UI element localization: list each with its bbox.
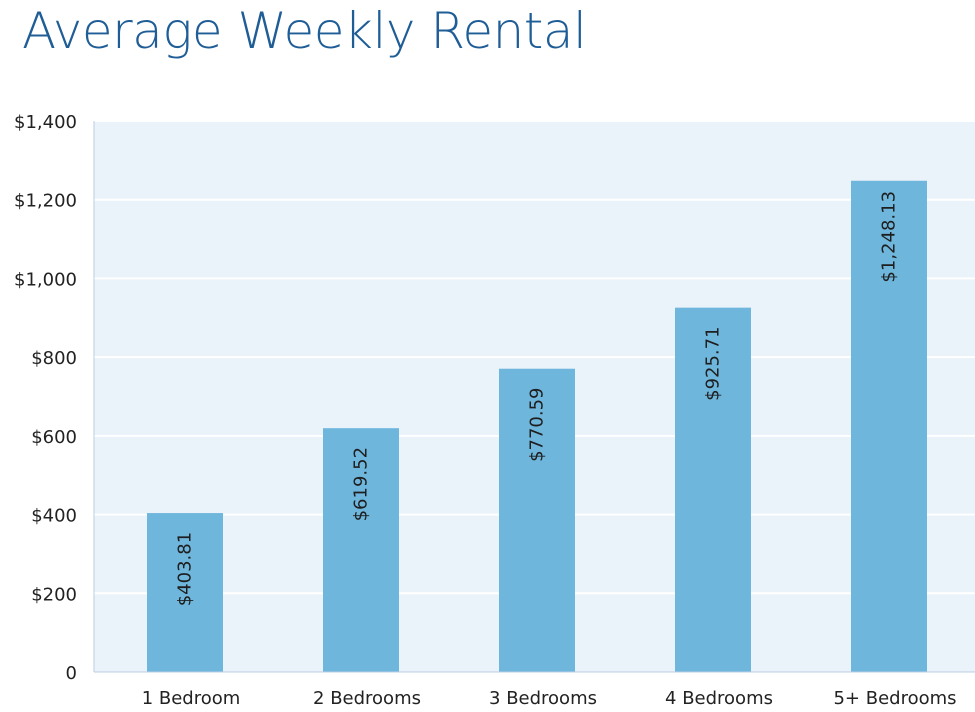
y-tick-label: $200 <box>31 584 77 605</box>
bar <box>323 428 399 672</box>
bar <box>851 180 927 672</box>
y-tick-label: $1,200 <box>14 191 77 212</box>
chart-title: Average Weekly Rental <box>22 2 587 60</box>
bars <box>147 180 927 672</box>
y-tick-label: $1,400 <box>14 112 77 133</box>
x-tick-label: 5+ Bedrooms <box>833 688 956 709</box>
y-tick-label: $400 <box>31 506 77 527</box>
bar <box>147 513 223 672</box>
data-label: $619.52 <box>351 447 372 521</box>
bar <box>499 368 575 672</box>
x-tick-label: 1 Bedroom <box>142 688 241 709</box>
x-axis-ticks: 1 Bedroom 2 Bedrooms 3 Bedrooms 4 Bedrooms 5… <box>142 688 957 709</box>
bar <box>675 307 751 672</box>
x-tick-label: 4 Bedrooms <box>665 688 773 709</box>
x-tick-label: 2 Bedrooms <box>313 688 421 709</box>
data-label: $403.81 <box>175 532 196 606</box>
data-label: $770.59 <box>527 387 548 461</box>
y-tick-label: $600 <box>31 427 77 448</box>
x-tick-label: 3 Bedrooms <box>489 688 597 709</box>
y-axis-ticks: 0 $200 $400 $600 $800 $1,000 $1,200 $1,400 <box>14 112 77 684</box>
data-labels: $403.81 $619.52 $770.59 $925.71 $1,248.13 <box>175 191 900 606</box>
y-tick-label: 0 <box>66 663 77 684</box>
data-label: $1,248.13 <box>879 191 900 283</box>
data-label: $925.71 <box>703 326 724 400</box>
y-tick-label: $800 <box>31 348 77 369</box>
y-tick-label: $1,000 <box>14 269 77 290</box>
